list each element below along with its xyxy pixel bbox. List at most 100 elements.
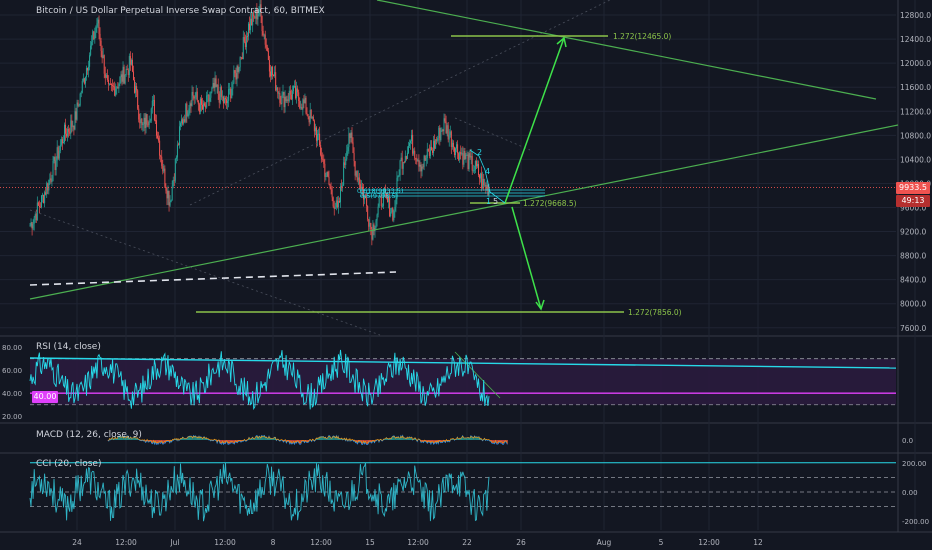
candle-body <box>231 88 233 99</box>
candle-body <box>351 132 353 143</box>
rsi-line <box>29 349 490 411</box>
candle-body <box>37 202 39 206</box>
candle-body <box>93 31 95 39</box>
fib-label-mid: 1.272(9668.5) <box>523 199 577 208</box>
candle-body <box>309 109 311 123</box>
candle-body <box>423 155 425 167</box>
candle-body <box>104 73 106 78</box>
rsi-trendline <box>29 357 897 369</box>
candle-body <box>67 128 69 137</box>
candle-body <box>176 144 178 158</box>
candle-body <box>460 152 462 155</box>
candle-body <box>372 224 374 240</box>
candle-body <box>174 158 176 181</box>
candle-body <box>289 90 291 95</box>
candle-body <box>395 199 397 207</box>
candle-body <box>488 188 490 196</box>
fib-label-top: 1.272(12465.0) <box>613 32 671 41</box>
candle-body <box>424 155 426 161</box>
candle-body <box>238 67 240 72</box>
arrow-head <box>535 299 545 311</box>
candle-body <box>121 74 123 82</box>
candle-body <box>32 223 34 229</box>
candle-body <box>171 186 173 201</box>
candle-body <box>319 133 321 146</box>
candle-body <box>244 41 246 47</box>
candle-body <box>248 23 249 37</box>
candle-body <box>457 144 459 154</box>
candle-body <box>57 147 59 159</box>
candle-body <box>340 186 341 203</box>
candle-body <box>441 129 443 131</box>
candle-body <box>376 214 378 221</box>
candle-body <box>192 92 194 96</box>
candle-body <box>118 83 120 89</box>
candle-body <box>481 173 483 189</box>
candle-body <box>34 214 36 218</box>
candle-body <box>369 222 371 227</box>
candle-body <box>212 82 214 88</box>
candle-body <box>39 207 41 208</box>
candle-body <box>320 145 322 155</box>
candle-body <box>98 19 100 34</box>
candle-body <box>58 150 60 159</box>
candle-body <box>105 74 107 78</box>
candle-body <box>232 83 234 89</box>
candle-body <box>333 206 335 209</box>
candle-body <box>261 16 263 32</box>
price-tick-label: 12800.0 <box>900 11 931 20</box>
candle-body <box>485 185 487 190</box>
candle-body <box>173 180 175 181</box>
candle-body <box>399 160 401 176</box>
candle-body <box>268 60 270 72</box>
candle-body <box>324 163 326 177</box>
candle-body <box>350 132 352 138</box>
candle-body <box>56 147 58 161</box>
candle-body <box>147 124 149 126</box>
wave-path <box>469 149 506 204</box>
candle-body <box>60 139 62 145</box>
candle-body <box>360 186 362 189</box>
candle-body <box>393 210 395 221</box>
candle-body <box>377 206 379 215</box>
candle-body <box>478 164 479 176</box>
candle-body <box>375 220 377 228</box>
candle-body <box>328 176 330 185</box>
candle-body <box>85 68 87 78</box>
candle-body <box>90 45 92 56</box>
candle-body <box>484 185 486 186</box>
candle-body <box>210 91 212 98</box>
candle-body <box>236 66 238 80</box>
candle-body <box>184 119 186 122</box>
candle-body <box>119 77 121 84</box>
candle-body <box>250 18 252 31</box>
candle-body <box>279 93 281 103</box>
rsi-tick-label: 20.00 <box>2 413 22 421</box>
candle-body <box>151 100 153 109</box>
candle-body <box>237 66 239 72</box>
candle-body <box>443 118 445 132</box>
candle-body <box>186 103 188 117</box>
candle-body <box>461 153 463 155</box>
candle-body <box>331 189 333 198</box>
candle-body <box>30 222 32 226</box>
candle-body <box>474 161 476 170</box>
candle-body <box>341 186 343 188</box>
candle-body <box>41 195 42 208</box>
candle-body <box>353 153 355 162</box>
candle-body <box>249 23 251 31</box>
candle-body <box>273 75 275 76</box>
candle-body <box>311 116 313 118</box>
candle-body <box>390 212 392 217</box>
candle-body <box>317 134 318 141</box>
price-tick-label: 10800.0 <box>900 131 931 140</box>
candle-body <box>361 186 363 190</box>
candle-body <box>138 108 140 120</box>
candle-body <box>295 86 297 99</box>
candle-body <box>302 99 304 110</box>
candle-body <box>266 47 268 51</box>
candle-body <box>291 91 293 100</box>
candle-body <box>472 170 474 172</box>
candle-body <box>213 82 215 88</box>
